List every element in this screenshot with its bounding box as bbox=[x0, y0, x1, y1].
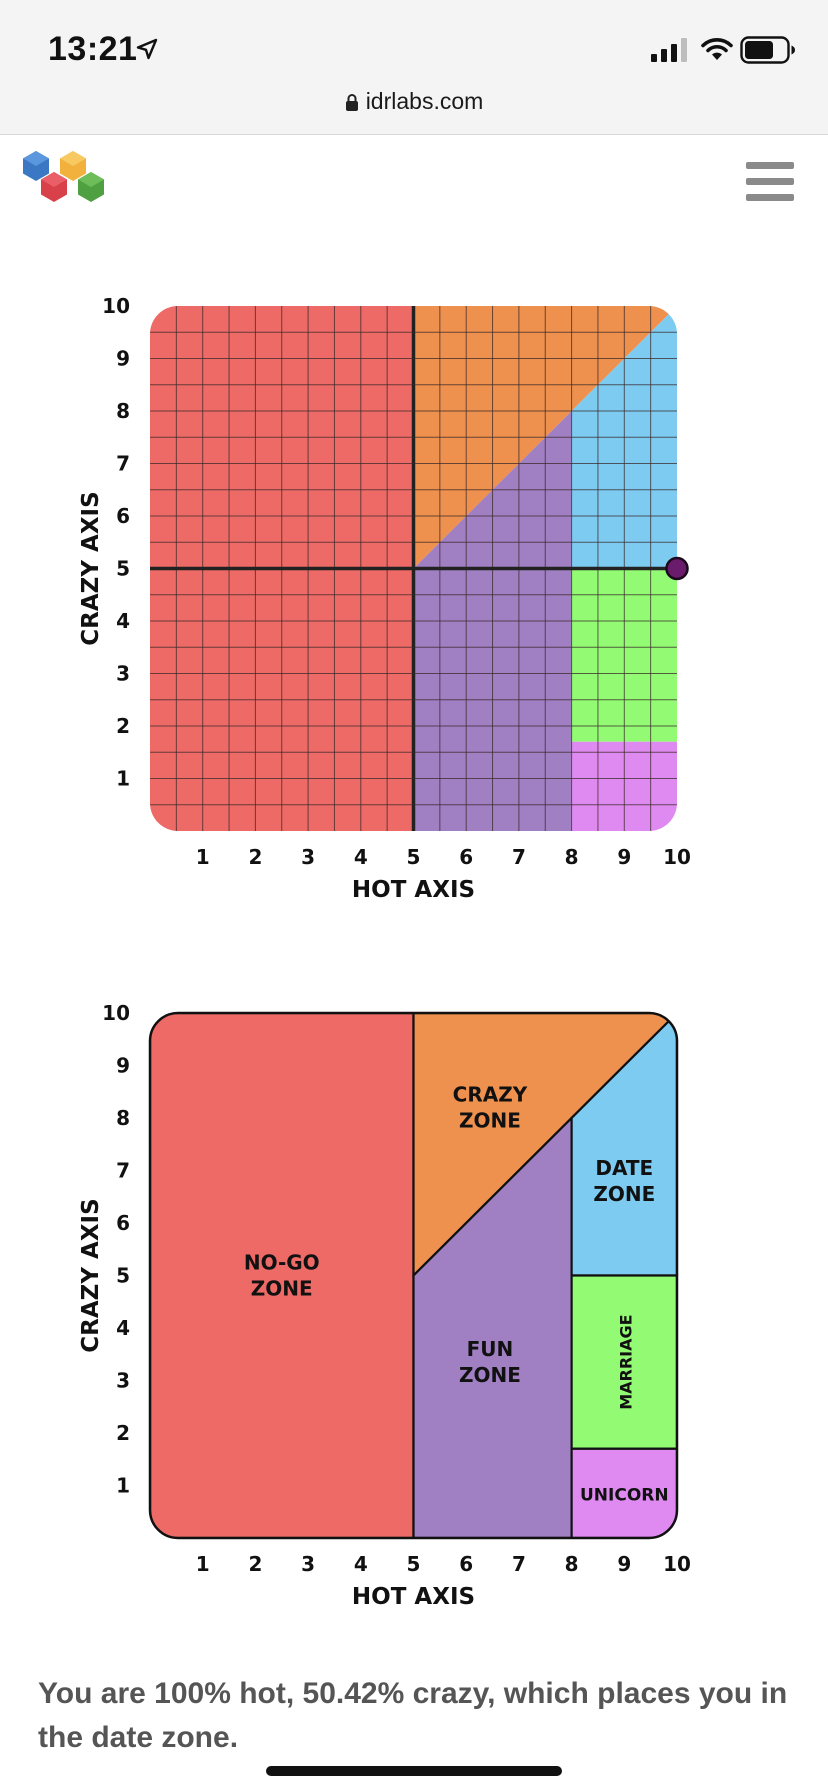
unicorn-zone bbox=[570, 1447, 677, 1538]
zone-label-line: ZONE bbox=[593, 1182, 655, 1206]
battery-icon bbox=[740, 36, 795, 64]
y-tick-label: 7 bbox=[116, 1159, 130, 1183]
zone-label-line: DATE bbox=[595, 1156, 653, 1180]
x-tick-label: 3 bbox=[301, 845, 315, 869]
x-tick-label: 9 bbox=[617, 1552, 631, 1576]
zone-label-line: ZONE bbox=[251, 1277, 313, 1301]
no-go-zone bbox=[150, 1013, 415, 1538]
x-tick-label: 4 bbox=[354, 1552, 368, 1576]
menu-bar bbox=[746, 178, 794, 185]
result-point-marker bbox=[665, 556, 689, 581]
x-tick-label: 2 bbox=[248, 845, 262, 869]
plot-area bbox=[150, 306, 677, 831]
zone-label-line: CRAZY bbox=[453, 1083, 528, 1107]
status-bar: 13:21 idrlabs.com bbox=[0, 0, 828, 135]
menu-bar bbox=[746, 162, 794, 169]
plot-area bbox=[150, 1013, 677, 1538]
x-tick-label: 5 bbox=[407, 1552, 421, 1576]
x-tick-label: 1 bbox=[196, 845, 210, 869]
x-tick-label: 9 bbox=[617, 845, 631, 869]
x-tick-label: 3 bbox=[301, 1552, 315, 1576]
zone-label-line: NO-GO bbox=[244, 1251, 320, 1275]
y-tick-label: 10 bbox=[102, 294, 130, 318]
unicorn-zone-label: UNICORN bbox=[580, 1485, 669, 1505]
zone-label-line: FUN bbox=[467, 1337, 514, 1361]
y-tick-label: 4 bbox=[116, 1316, 130, 1340]
y-tick-label: 8 bbox=[116, 399, 130, 423]
y-axis-label: CRAZY AXIS bbox=[78, 491, 104, 645]
result-text: You are 100% hot, 50.42% crazy, which pl… bbox=[38, 1677, 788, 1754]
x-tick-label: 7 bbox=[512, 845, 526, 869]
cellular-signal-icon bbox=[651, 38, 687, 62]
hexagon-logo[interactable] bbox=[18, 148, 112, 220]
x-tick-label: 8 bbox=[565, 845, 579, 869]
x-tick-label: 6 bbox=[459, 845, 473, 869]
lock-icon bbox=[345, 94, 358, 111]
address-bar[interactable]: idrlabs.com bbox=[0, 88, 828, 115]
y-tick-label: 5 bbox=[116, 1264, 130, 1288]
url-text: idrlabs.com bbox=[365, 88, 484, 114]
x-axis-label: HOT AXIS bbox=[352, 877, 475, 903]
x-tick-label: 10 bbox=[663, 1552, 691, 1576]
x-tick-label: 6 bbox=[459, 1552, 473, 1576]
x-axis-label: HOT AXIS bbox=[352, 1584, 475, 1610]
y-tick-label: 1 bbox=[116, 1474, 130, 1498]
y-tick-label: 2 bbox=[116, 714, 130, 738]
menu-bar bbox=[746, 194, 794, 201]
y-tick-label: 8 bbox=[116, 1106, 130, 1130]
x-tick-label: 5 bbox=[407, 845, 421, 869]
y-tick-label: 7 bbox=[116, 452, 130, 476]
fun-zone-label: FUN ZONE bbox=[459, 1337, 521, 1387]
y-tick-label: 2 bbox=[116, 1421, 130, 1445]
x-tick-label: 8 bbox=[565, 1552, 579, 1576]
status-time: 13:21 bbox=[48, 30, 138, 68]
x-tick-label: 10 bbox=[663, 845, 691, 869]
y-tick-label: 5 bbox=[116, 557, 130, 581]
y-tick-label: 3 bbox=[116, 662, 130, 686]
no-go-zone-label: NO-GO ZONE bbox=[244, 1251, 320, 1301]
home-indicator bbox=[266, 1766, 562, 1776]
plot-border bbox=[148, 1011, 679, 1540]
y-tick-label: 6 bbox=[116, 1211, 130, 1235]
y-tick-label: 9 bbox=[116, 1054, 130, 1078]
y-axis-label: CRAZY AXIS bbox=[78, 1198, 104, 1352]
hamburger-menu-icon[interactable] bbox=[746, 162, 794, 202]
zone-label-line: ZONE bbox=[459, 1109, 521, 1133]
wifi-icon bbox=[701, 38, 733, 60]
date-zone-label: DATE ZONE bbox=[593, 1156, 655, 1206]
zone-label-line: UNICORN bbox=[580, 1485, 669, 1505]
x-tick-label: 2 bbox=[248, 1552, 262, 1576]
x-tick-label: 4 bbox=[354, 845, 368, 869]
location-arrow-icon bbox=[136, 38, 158, 60]
marriage-zone-label: MARRIAGE bbox=[616, 1314, 635, 1409]
y-tick-label: 6 bbox=[116, 504, 130, 528]
y-tick-label: 1 bbox=[116, 767, 130, 791]
x-tick-label: 7 bbox=[512, 1552, 526, 1576]
y-tick-label: 4 bbox=[116, 609, 130, 633]
zone-label-line: ZONE bbox=[459, 1363, 521, 1387]
x-tick-label: 1 bbox=[196, 1552, 210, 1576]
y-tick-label: 3 bbox=[116, 1369, 130, 1393]
y-tick-label: 10 bbox=[102, 1001, 130, 1025]
crazy-zone-label: CRAZY ZONE bbox=[453, 1083, 528, 1133]
y-tick-label: 9 bbox=[116, 347, 130, 371]
hot-crazy-grid-chart: 1 2 3 4 5 6 7 8 9 10 1 2 3 4 5 6 7 8 9 10 HOT AXIS CRAZY AXIS bbox=[78, 294, 691, 903]
